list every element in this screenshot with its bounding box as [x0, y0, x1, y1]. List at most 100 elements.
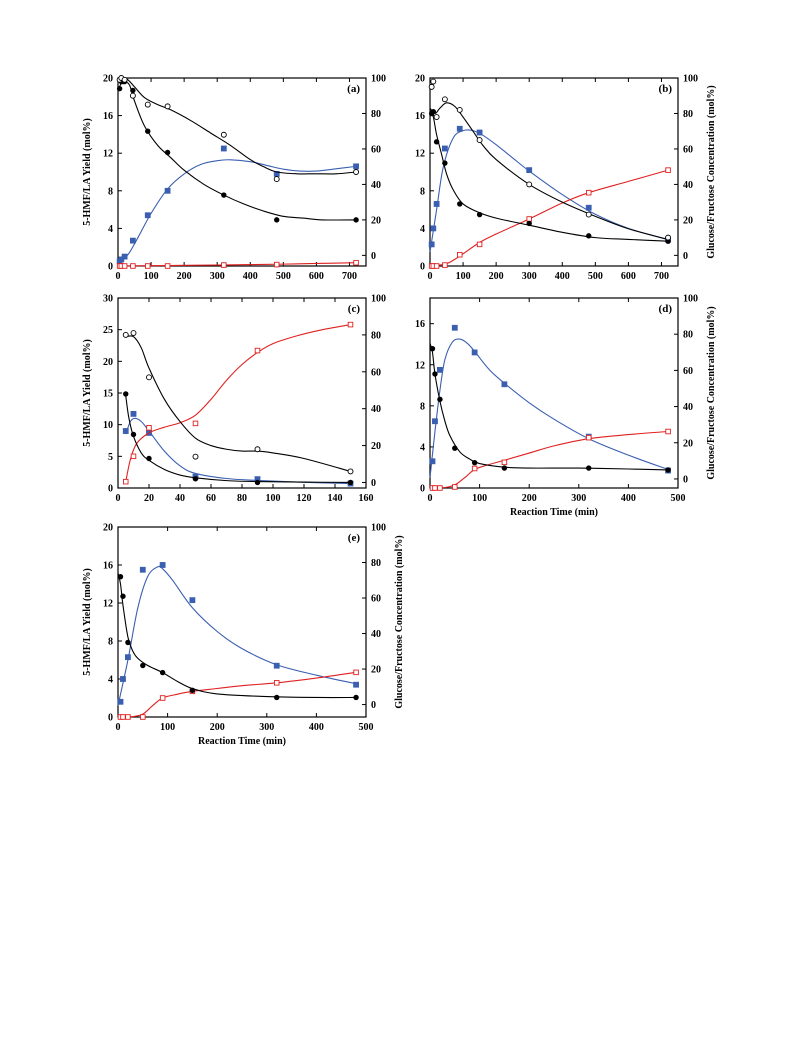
series-hmf: [122, 410, 354, 487]
y-tick-label: 0: [108, 713, 113, 724]
y2-tick-label: 0: [683, 474, 688, 485]
point-la: [353, 259, 359, 266]
point-fructose: [273, 176, 280, 183]
point-hmf: [432, 418, 438, 425]
x-tick-label: 400: [621, 493, 636, 504]
point-glucose: [189, 687, 196, 694]
y2-tick-label: 60: [683, 366, 693, 377]
x-tick-label: 100: [266, 493, 281, 504]
point-la: [125, 714, 131, 720]
plot-frame: [429, 297, 679, 489]
x-tick-label: 0: [116, 493, 121, 504]
point-glucose: [586, 465, 592, 471]
point-hmf: [121, 253, 128, 260]
y2-tick-label: 0: [371, 700, 376, 711]
point-la: [432, 485, 438, 491]
y-tick-label: 16: [103, 111, 113, 122]
y-axis-label: 5-HMF/LA Yield (mol%): [82, 118, 93, 226]
panel-label: (b): [659, 83, 673, 95]
series-la-curve: [117, 671, 357, 718]
point-la: [347, 321, 354, 328]
series-glucose-curve: [117, 573, 357, 699]
point-fructose: [430, 78, 437, 85]
point-hmf: [122, 428, 129, 434]
x-tick-label: 160: [359, 493, 374, 504]
point-hmf: [125, 654, 131, 661]
x-axis-label: Reaction Time (min): [198, 736, 286, 747]
point-la: [442, 262, 448, 268]
plot-frame: [117, 526, 367, 718]
x-tick-label: 600: [309, 271, 324, 282]
series-hmf-curve: [117, 565, 357, 706]
point-la: [526, 216, 532, 222]
series-hmf-curve: [117, 159, 357, 264]
x-tick-label: 300: [571, 493, 586, 504]
point-fructose: [347, 468, 354, 475]
series-fructose: [122, 330, 354, 475]
point-la: [665, 167, 671, 173]
x-tick-label: 300: [259, 722, 274, 733]
point-glucose: [254, 479, 261, 486]
y2-tick-label: 100: [371, 74, 386, 85]
y-tick-label: 16: [415, 319, 425, 330]
point-glucose: [471, 459, 478, 466]
y2-axis-label: Glucose/Fructose Concentration (mol%): [394, 535, 405, 708]
series-la: [428, 167, 671, 269]
point-hmf: [353, 163, 359, 170]
point-hmf: [476, 129, 483, 136]
point-la: [130, 453, 137, 460]
series-glucose: [117, 573, 359, 701]
point-glucose: [501, 465, 508, 471]
y-tick-label: 15: [103, 389, 113, 400]
series-la: [117, 669, 359, 720]
x-tick-label: 0: [428, 493, 433, 504]
point-glucose: [123, 391, 129, 397]
point-glucose: [145, 128, 151, 134]
point-hmf: [129, 237, 136, 244]
point-glucose: [353, 217, 359, 223]
x-tick-label: 0: [428, 271, 433, 282]
y-tick-label: 8: [108, 637, 113, 648]
point-glucose: [125, 639, 131, 646]
point-fructose: [526, 181, 533, 188]
series-glucose: [428, 108, 671, 244]
x-tick-label: 300: [210, 271, 225, 282]
point-glucose: [116, 85, 123, 92]
x-axis-label: Reaction Time (min): [510, 507, 598, 518]
point-fructose: [121, 76, 128, 83]
series-la-curve: [429, 169, 669, 267]
point-hmf: [501, 381, 508, 388]
y2-tick-label: 0: [371, 251, 376, 262]
plot-frame: [117, 77, 367, 267]
x-tick-label: 140: [328, 493, 343, 504]
x-tick-label: 400: [243, 271, 258, 282]
point-glucose: [665, 467, 671, 473]
point-glucose: [164, 149, 171, 156]
point-hmf: [220, 145, 227, 152]
y-tick-label: 5: [108, 452, 113, 463]
y2-tick-label: 80: [371, 558, 381, 569]
y2-tick-label: 80: [371, 330, 381, 341]
point-la: [585, 189, 592, 196]
point-fructose: [144, 101, 151, 108]
point-hmf: [429, 458, 436, 465]
x-tick-label: 200: [177, 271, 192, 282]
point-hmf: [120, 676, 126, 682]
point-glucose: [221, 192, 227, 198]
y-tick-label: 12: [415, 360, 425, 371]
point-hmf: [471, 349, 478, 356]
panel-c: 0 20 40 60 80 100 120 140 160 0 5 10 15 20 25 30 0 20 40 60…: [82, 294, 386, 505]
series-la-curve: [117, 262, 357, 267]
point-la: [471, 465, 478, 472]
panel-d: 0 100 200 300 400 500 0 4 8 12 16 0 20 40 60 80 100 (d) Gl…: [415, 294, 717, 519]
y-tick-label: 8: [420, 186, 425, 197]
point-la: [146, 425, 152, 431]
x-tick-label: 80: [237, 493, 247, 504]
y2-tick-label: 20: [683, 438, 693, 449]
y2-tick-label: 20: [371, 665, 381, 676]
y-tick-label: 20: [103, 74, 113, 85]
x-tick-label: 100: [472, 493, 487, 504]
point-hmf: [189, 597, 196, 604]
point-la: [273, 261, 280, 268]
point-hmf: [273, 662, 280, 669]
